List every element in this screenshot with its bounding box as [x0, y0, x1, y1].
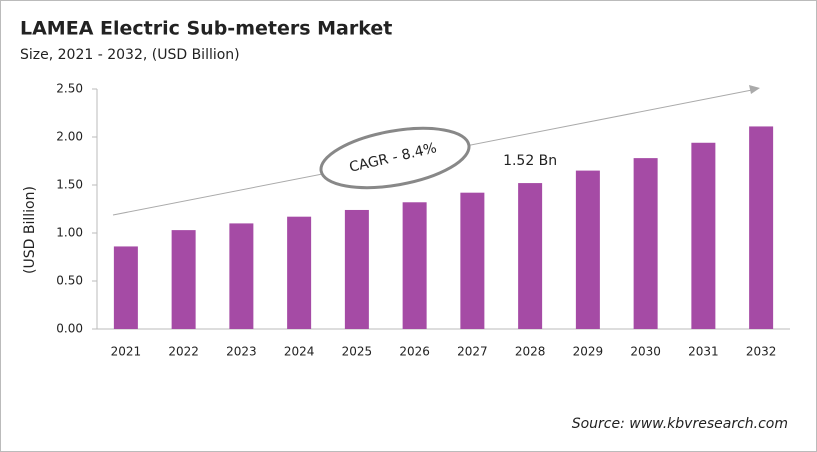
x-tick-label: 2030 [630, 345, 661, 359]
y-tick-label: 2.00 [56, 130, 83, 144]
y-axis-label: (USD Billion) [22, 186, 38, 274]
x-tick-label: 2027 [457, 345, 488, 359]
bar [113, 246, 138, 329]
x-tick-label: 2028 [515, 345, 546, 359]
bar [402, 202, 427, 329]
chart-subtitle: Size, 2021 - 2032, (USD Billion) [20, 47, 240, 63]
bar [633, 158, 658, 329]
source: Source: www.kbvresearch.com [572, 416, 788, 432]
bar [229, 223, 254, 329]
bar [691, 142, 716, 329]
bar [287, 216, 312, 329]
bar [749, 126, 774, 329]
x-tick-label: 2031 [688, 345, 719, 359]
x-tick-label: 2032 [746, 345, 777, 359]
x-tick-label: 2024 [284, 345, 315, 359]
y-tick-label: 2.50 [56, 82, 83, 96]
x-tick-label: 2021 [111, 345, 142, 359]
y-tick-label: 0.00 [56, 322, 83, 336]
y-tick-label: 1.00 [56, 226, 83, 240]
y-tick-label: 1.50 [56, 178, 83, 192]
y-tick-label: 0.50 [56, 274, 83, 288]
cagr-ellipse [319, 126, 471, 190]
bar [460, 192, 485, 329]
x-tick-label: 2026 [399, 345, 430, 359]
bar [518, 183, 543, 329]
arrow-head [749, 85, 760, 94]
x-tick-label: 2025 [342, 345, 373, 359]
x-tick-label: 2022 [168, 345, 199, 359]
chart-title: LAMEA Electric Sub-meters Market [20, 18, 392, 40]
bar [575, 170, 600, 329]
x-tick-label: 2023 [226, 345, 257, 359]
bar [344, 209, 369, 329]
data-label: 1.52 Bn [503, 153, 557, 169]
bar [171, 230, 196, 329]
x-tick-label: 2029 [573, 345, 604, 359]
